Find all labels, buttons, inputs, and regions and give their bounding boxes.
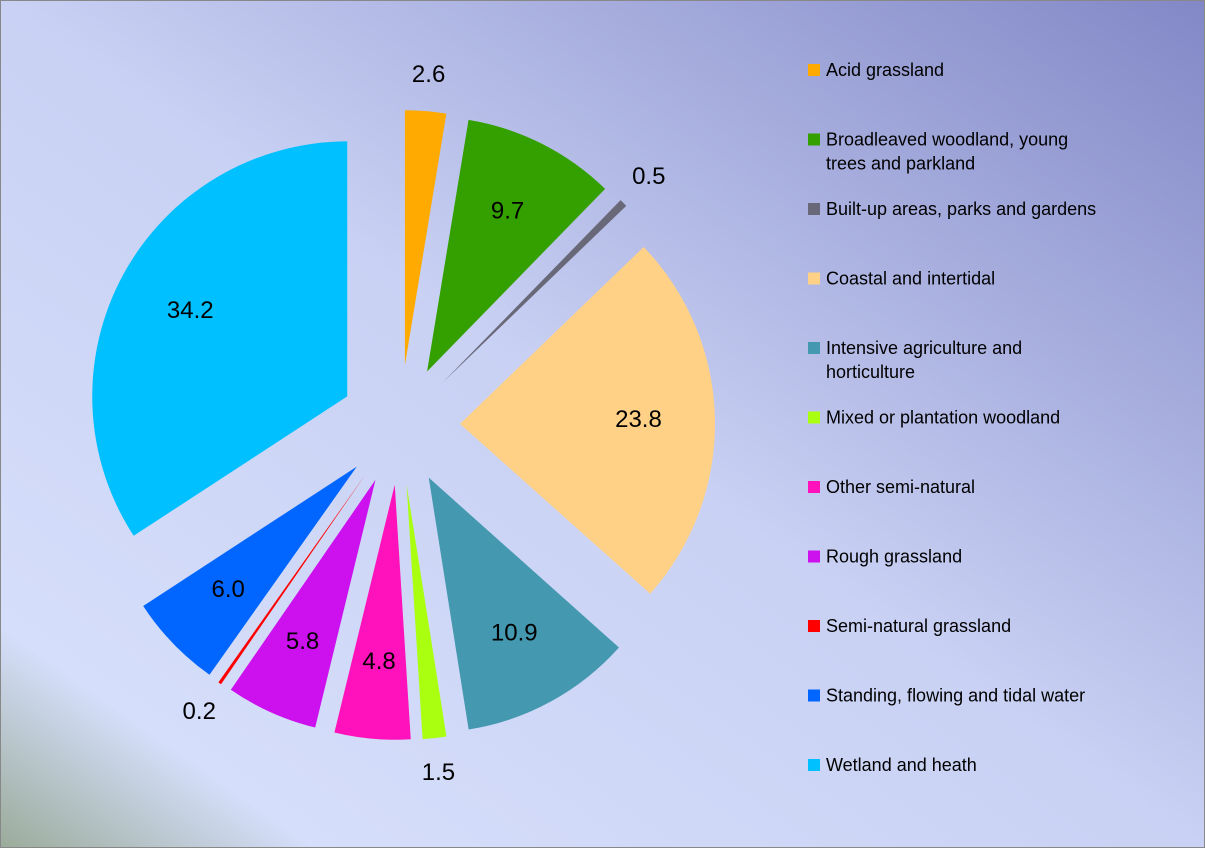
legend-label: Mixed or plantation woodland — [826, 408, 1060, 428]
pie-slice — [218, 474, 366, 685]
legend-label: Built-up areas, parks and gardens — [826, 199, 1096, 219]
pie-slice — [459, 246, 715, 594]
legend-swatch — [808, 689, 820, 702]
legend-label: Acid grassland — [826, 60, 944, 80]
legend-swatch — [808, 550, 820, 563]
pie-slice — [143, 466, 357, 675]
data-label: 0.2 — [183, 698, 216, 725]
data-label: 1.5 — [422, 759, 455, 786]
data-label: 2.6 — [412, 61, 445, 88]
legend-label: Standing, flowing and tidal water — [826, 686, 1085, 706]
legend-swatch — [808, 133, 820, 146]
legend-swatch — [808, 272, 820, 285]
legend-swatch — [808, 203, 820, 215]
data-label: 5.8 — [286, 628, 319, 655]
legend-label: Semi-natural grassland — [826, 616, 1011, 636]
legend-label: Other semi-natural — [826, 477, 975, 497]
pie-slice — [442, 200, 627, 383]
legend-swatch — [808, 64, 820, 76]
data-label: 23.8 — [615, 406, 662, 433]
pie-slice — [406, 484, 447, 740]
data-label: 4.8 — [362, 648, 395, 675]
legend-label: Rough grassland — [826, 547, 962, 567]
legend-swatch — [808, 342, 820, 354]
legend-swatch — [808, 759, 820, 771]
data-label: 9.7 — [491, 197, 524, 224]
legend-label: Intensive agriculture and horticulture — [826, 338, 1022, 382]
pie-slice — [92, 141, 348, 536]
pie-slice — [230, 479, 376, 728]
legend-swatch — [808, 411, 820, 424]
legend-label: Broadleaved woodland, young trees and par… — [826, 130, 1068, 174]
legend-swatch — [808, 481, 820, 493]
pie-slice — [427, 119, 606, 372]
data-label: 0.5 — [632, 163, 665, 190]
pie-slice — [428, 477, 619, 730]
data-label: 34.2 — [167, 297, 214, 324]
data-label: 6.0 — [212, 576, 245, 603]
legend-label: Coastal and intertidal — [826, 269, 995, 289]
legend-label: Wetland and heath — [826, 755, 977, 775]
legend-swatch — [808, 620, 820, 632]
data-label: 10.9 — [491, 620, 538, 647]
pie-slice — [404, 110, 447, 366]
pie-slice — [334, 484, 411, 740]
